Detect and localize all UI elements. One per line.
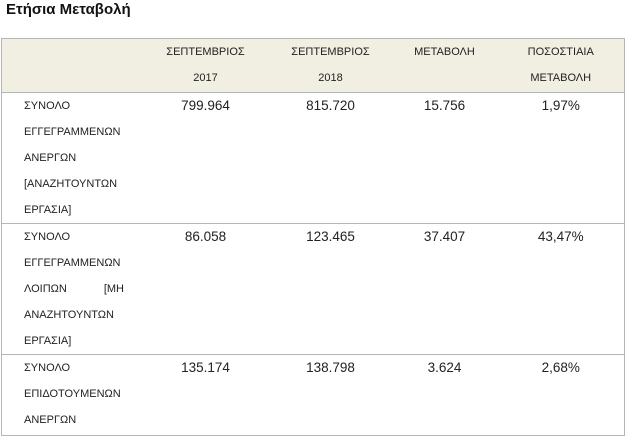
header-text: ΜΕΤΑΒΟΛΗ — [414, 46, 475, 58]
value-cell: 43,47% — [498, 224, 625, 355]
cell-value: 15.756 — [423, 98, 466, 113]
row-label: ΣΥΝΟΛΟ ΕΠΙΔΟΤΟΥΜΕΝΩΝ ΑΝΕΡΓΩΝ — [24, 362, 121, 426]
cell-value: 43,47% — [537, 229, 584, 244]
value-cell: 123.465 — [270, 224, 392, 355]
page-title: Ετήσια Μεταβολή — [6, 1, 131, 18]
table-row: ΣΥΝΟΛΟ ΕΓΓΕΓΡΑΜΜΕΝΩΝ ΑΝΕΡΓΩΝ [ΑΝΑΖΗΤΟΥΝΤ… — [1, 92, 625, 224]
header-row: ΣΕΠΤΕΜΒΡΙΟΣ 2017 ΣΕΠΤΕΜΒΡΙΟΣ 2018 ΜΕΤΑΒΟΛΗ… — [1, 38, 625, 93]
row-label-cell: ΣΥΝΟΛΟ ΕΓΓΕΓΡΑΜΜΕΝΩΝ ΛΟΙΠΩΝ [ΜΗ ΑΝΑΖΗΤΟΥ… — [2, 224, 142, 355]
value-cell: 138.798 — [270, 355, 392, 436]
cell-value: 1,97% — [541, 98, 580, 113]
header-cell: ΣΕΠΤΕΜΒΡΙΟΣ 2017 — [142, 39, 270, 93]
value-cell: 37.407 — [392, 224, 498, 355]
cell-value: 135.174 — [181, 360, 230, 375]
table-row: ΣΥΝΟΛΟ ΕΠΙΔΟΤΟΥΜΕΝΩΝ ΑΝΕΡΓΩΝ 135.174 138.7… — [1, 354, 625, 436]
cell-value: 799.964 — [181, 98, 230, 113]
cell-value: 123.465 — [306, 229, 355, 244]
value-cell: 15.756 — [392, 93, 498, 224]
row-label: ΣΥΝΟΛΟ ΕΓΓΕΓΡΑΜΜΕΝΩΝ ΛΟΙΠΩΝ [ΜΗ ΑΝΑΖΗΤΟΥ… — [24, 231, 124, 347]
cell-value: 815.720 — [306, 98, 355, 113]
header-cell: ΠΟΣΟΣΤΙΑΙΑ ΜΕΤΑΒΟΛΗ — [498, 39, 625, 93]
header-text: ΠΟΣΟΣΤΙΑΙΑ ΜΕΤΑΒΟΛΗ — [527, 46, 594, 84]
cell-value: 3.624 — [427, 360, 462, 375]
value-cell: 86.058 — [142, 224, 270, 355]
row-label: ΣΥΝΟΛΟ ΕΓΓΕΓΡΑΜΜΕΝΩΝ ΑΝΕΡΓΩΝ [ΑΝΑΖΗΤΟΥΝΤ… — [24, 100, 121, 216]
cell-value: 2,68% — [541, 360, 580, 375]
cell-value: 37.407 — [423, 229, 466, 244]
table-body: ΣΥΝΟΛΟ ΕΓΓΕΓΡΑΜΜΕΝΩΝ ΑΝΕΡΓΩΝ [ΑΝΑΖΗΤΟΥΝΤ… — [1, 92, 625, 436]
value-cell: 135.174 — [142, 355, 270, 436]
value-cell: 815.720 — [270, 93, 392, 224]
data-table: ΣΕΠΤΕΜΒΡΙΟΣ 2017 ΣΕΠΤΕΜΒΡΙΟΣ 2018 ΜΕΤΑΒΟΛΗ… — [1, 38, 625, 436]
header-text: ΣΕΠΤΕΜΒΡΙΟΣ 2018 — [291, 46, 370, 84]
value-cell: 1,97% — [498, 93, 625, 224]
header-cell: ΜΕΤΑΒΟΛΗ — [392, 39, 498, 93]
table-row: ΣΥΝΟΛΟ ΕΓΓΕΓΡΑΜΜΕΝΩΝ ΛΟΙΠΩΝ [ΜΗ ΑΝΑΖΗΤΟΥ… — [1, 223, 625, 355]
value-cell: 3.624 — [392, 355, 498, 436]
cell-value: 138.798 — [306, 360, 355, 375]
value-cell: 2,68% — [498, 355, 625, 436]
row-label-cell: ΣΥΝΟΛΟ ΕΓΓΕΓΡΑΜΜΕΝΩΝ ΑΝΕΡΓΩΝ [ΑΝΑΖΗΤΟΥΝΤ… — [2, 93, 142, 224]
header-text: ΣΕΠΤΕΜΒΡΙΟΣ 2017 — [166, 46, 245, 84]
value-cell: 799.964 — [142, 93, 270, 224]
row-label-cell: ΣΥΝΟΛΟ ΕΠΙΔΟΤΟΥΜΕΝΩΝ ΑΝΕΡΓΩΝ — [2, 355, 142, 436]
cell-value: 86.058 — [184, 229, 227, 244]
header-cell — [2, 39, 142, 93]
header-cell: ΣΕΠΤΕΜΒΡΙΟΣ 2018 — [270, 39, 392, 93]
